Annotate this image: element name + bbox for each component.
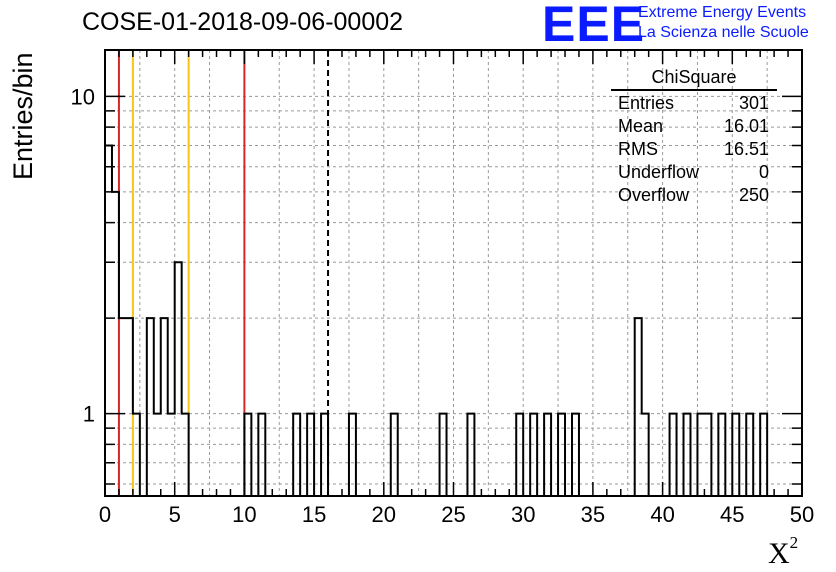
stats-row-entries: Entries 301 xyxy=(611,92,777,115)
stats-row-underflow: Underflow 0 xyxy=(611,161,777,184)
stats-value: 250 xyxy=(738,185,769,205)
x-tick-label: 5 xyxy=(169,502,181,527)
y-tick-labels: 1 10 xyxy=(71,84,95,426)
x-tick-label: 30 xyxy=(511,502,535,527)
stats-box: ChiSquare Entries 301 Mean 16.01 RMS 16.… xyxy=(611,66,777,207)
x-tick-label: 0 xyxy=(99,502,111,527)
y-axis-label: Entries/bin xyxy=(8,52,38,180)
x-tick-label: 25 xyxy=(441,502,465,527)
x-tick-label: 15 xyxy=(302,502,326,527)
stats-label: Underflow xyxy=(618,162,700,182)
stats-label: RMS xyxy=(618,139,658,159)
stats-value: 16.01 xyxy=(723,116,769,136)
stats-row-overflow: Overflow 250 xyxy=(611,184,777,207)
stats-label: Overflow xyxy=(618,185,690,205)
stats-label: Entries xyxy=(618,93,675,113)
x-tick-labels: 0 5 10 15 20 25 30 35 40 45 50 xyxy=(99,502,814,527)
y-tick-label: 1 xyxy=(83,402,95,427)
chart-title: COSE-01-2018-09-06-00002 xyxy=(82,8,404,36)
x-tick-label: 10 xyxy=(232,502,256,527)
y-tick-label: 10 xyxy=(71,84,95,109)
x-tick-label: 20 xyxy=(372,502,396,527)
x-tick-label: 50 xyxy=(790,502,814,527)
x-axis-label: X2 xyxy=(768,533,799,570)
grid-lines xyxy=(105,50,802,496)
eee-logo: EEE xyxy=(542,0,646,52)
x-tick-label: 45 xyxy=(720,502,744,527)
x-tick-label: 35 xyxy=(581,502,605,527)
logo-line-2: La Scienza nelle Scuole xyxy=(638,24,809,41)
stats-label: Mean xyxy=(618,116,664,136)
reference-lines xyxy=(117,50,330,496)
stats-value: 0 xyxy=(758,162,769,182)
logo-line-1: Extreme Energy Events xyxy=(638,4,807,21)
stats-row-mean: Mean 16.01 xyxy=(611,115,777,138)
stats-value: 301 xyxy=(738,93,769,113)
stats-row-rms: RMS 16.51 xyxy=(611,138,777,161)
stats-value: 16.51 xyxy=(723,139,769,159)
axis-ticks xyxy=(104,50,803,496)
x-tick-label: 40 xyxy=(650,502,674,527)
stats-title: ChiSquare xyxy=(611,66,777,91)
